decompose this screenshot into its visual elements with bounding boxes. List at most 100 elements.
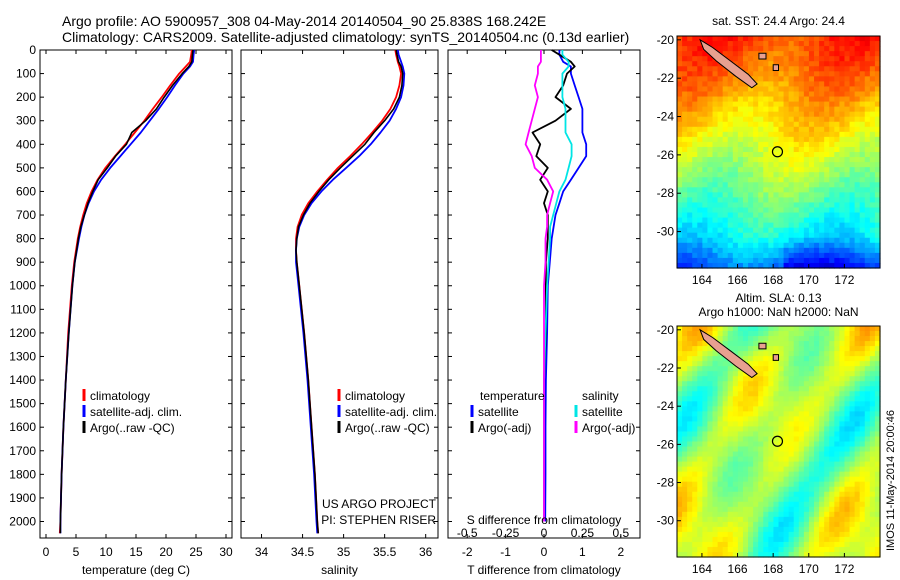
map-cell	[808, 96, 815, 103]
map-cell	[849, 237, 856, 244]
map-cell	[768, 396, 775, 402]
map-cell	[727, 511, 734, 518]
map-cell	[819, 431, 825, 438]
map-y-tick-label: -30	[657, 514, 675, 528]
map-cell	[682, 481, 688, 488]
map-cell	[702, 162, 709, 168]
map-cell	[732, 496, 739, 503]
map-cell	[722, 262, 729, 269]
map-cell	[808, 36, 815, 42]
map-cell	[687, 222, 693, 229]
map-cell	[783, 521, 790, 528]
map-cell	[824, 511, 830, 518]
map-cell	[814, 182, 820, 188]
map-cell	[763, 436, 769, 443]
map-cell	[773, 172, 780, 178]
map-cell	[798, 396, 805, 402]
map-cell	[727, 346, 734, 352]
map-cell	[717, 426, 724, 433]
map-cell	[687, 486, 693, 493]
map-cell	[874, 61, 881, 67]
map-cell	[763, 207, 769, 214]
map-cell	[854, 152, 861, 158]
map-cell	[692, 516, 698, 523]
map-cell	[803, 521, 810, 528]
depth-tick-label: 1900	[9, 491, 36, 505]
map-cell	[687, 366, 693, 372]
map-cell	[874, 56, 881, 62]
map-cell	[844, 471, 851, 478]
map-cell	[712, 431, 719, 438]
map-cell	[844, 227, 851, 234]
map-cell	[702, 501, 709, 508]
map-cell	[758, 197, 764, 204]
map-cell	[839, 141, 846, 148]
map-cell	[829, 227, 835, 234]
map-cell	[712, 237, 719, 244]
map-cell	[758, 262, 764, 269]
map-cell	[727, 227, 734, 234]
map-cell	[692, 146, 698, 153]
map-cell	[722, 192, 729, 198]
map-cell	[874, 531, 881, 538]
map-cell	[773, 411, 780, 417]
map-cell	[748, 36, 754, 42]
map-cell	[682, 126, 688, 133]
map-cell	[844, 406, 851, 412]
map-cell	[737, 436, 744, 443]
map-cell	[803, 101, 810, 108]
map-cell	[844, 222, 851, 229]
map-cell	[753, 157, 759, 163]
map-cell	[844, 546, 851, 553]
map-cell	[844, 341, 851, 347]
map-cell	[864, 141, 871, 148]
map-cell	[864, 521, 871, 528]
map-cell	[758, 61, 764, 67]
map-cell	[773, 212, 780, 219]
map-cell	[824, 526, 830, 533]
map-cell	[768, 56, 775, 62]
map-cell	[712, 202, 719, 209]
map-cell	[712, 46, 719, 52]
map-cell	[778, 391, 785, 397]
map-cell	[722, 356, 729, 362]
map-cell	[732, 36, 739, 42]
map-cell	[859, 486, 866, 493]
map-cell	[712, 391, 719, 397]
map-cell	[869, 551, 876, 558]
map-cell	[824, 71, 830, 77]
map-cell	[788, 136, 795, 143]
map-cell	[732, 526, 739, 533]
map-cell	[677, 177, 683, 183]
map-cell	[768, 66, 775, 72]
map-cell	[778, 401, 785, 407]
map-cell	[748, 351, 754, 357]
map-cell	[839, 197, 846, 204]
map-cell	[687, 86, 693, 93]
map-cell	[707, 116, 714, 123]
map-cell	[707, 212, 714, 219]
map-cell	[788, 91, 795, 98]
map-cell	[742, 242, 749, 249]
map-cell	[874, 486, 881, 493]
map-cell	[748, 141, 754, 148]
map-cell	[697, 182, 703, 188]
map-cell	[722, 247, 729, 254]
map-cell	[717, 331, 724, 337]
map-cell	[874, 386, 881, 392]
map-cell	[778, 242, 785, 249]
map-cell	[793, 506, 800, 513]
map-cell	[839, 232, 846, 239]
map-cell	[697, 247, 703, 254]
map-cell	[687, 461, 693, 468]
map-cell	[874, 396, 881, 402]
map-cell	[707, 172, 714, 178]
map-cell	[864, 516, 871, 523]
map-cell	[753, 381, 759, 387]
map-cell	[722, 491, 729, 498]
map-cell	[859, 66, 866, 72]
map-cell	[788, 416, 795, 423]
map-cell	[692, 326, 698, 332]
map-cell	[819, 237, 825, 244]
map-cell	[712, 451, 719, 458]
